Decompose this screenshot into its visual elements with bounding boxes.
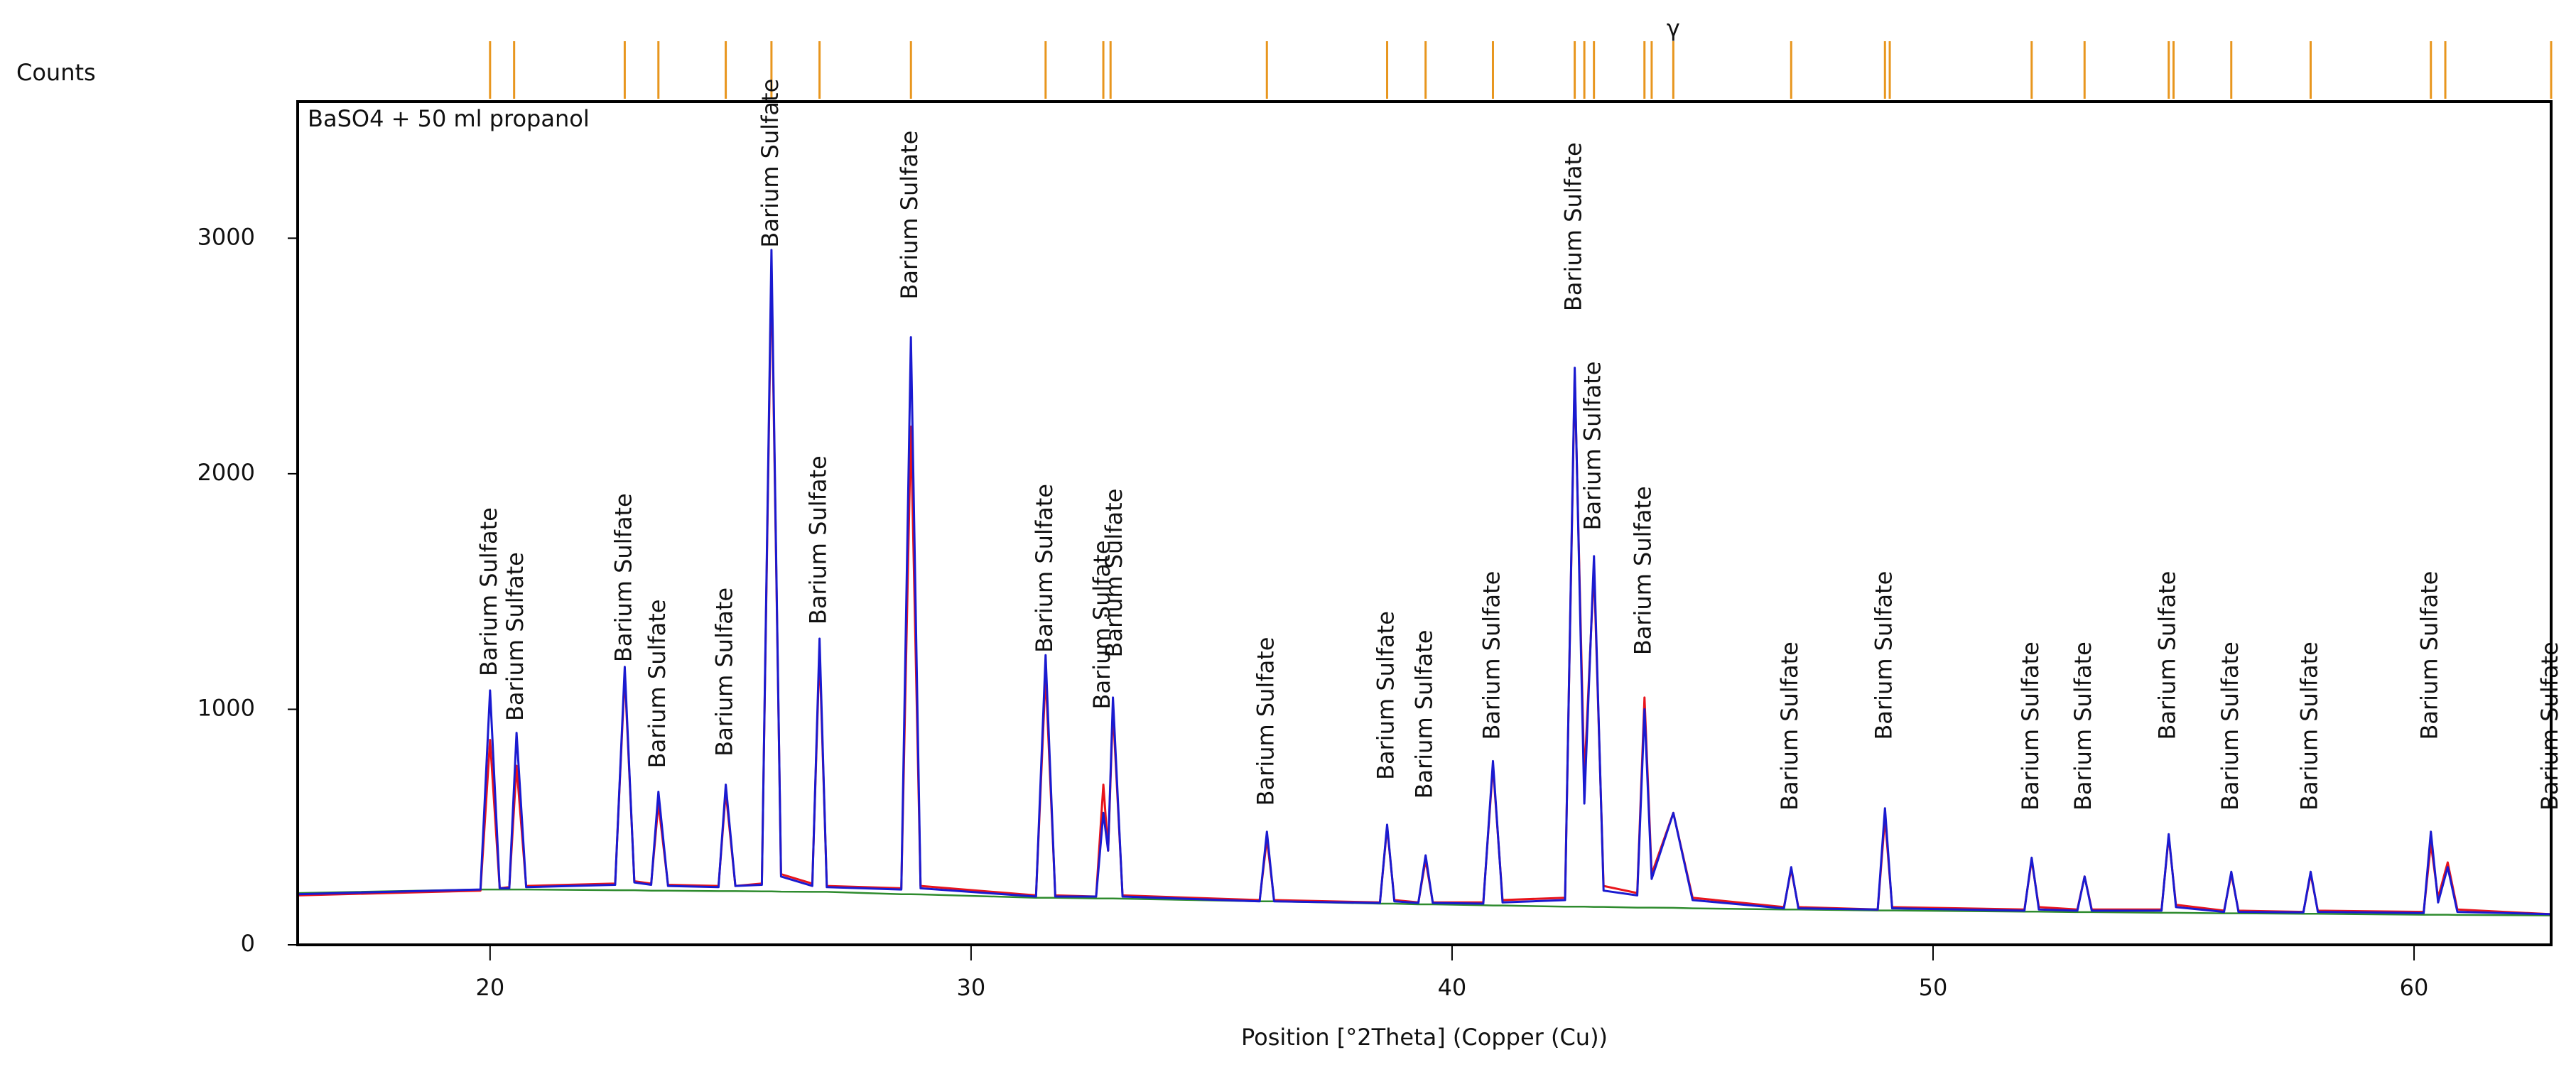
x-tick-label: 50 (1919, 974, 1948, 1001)
peak-label: Barium Sulfate (1560, 142, 1587, 311)
plot-frame (296, 100, 2553, 946)
peak-label: Barium Sulfate (2017, 641, 2044, 811)
y-axis-label: Counts (16, 59, 96, 86)
peak-label: Barium Sulfate (1478, 571, 1505, 740)
peak-label: Barium Sulfate (475, 507, 502, 676)
peak-label: Barium Sulfate (2416, 571, 2443, 740)
peak-label: Barium Sulfate (896, 131, 923, 300)
peak-label: Barium Sulfate (610, 493, 637, 662)
peak-label: Barium Sulfate (2154, 571, 2181, 740)
series-line (297, 888, 2552, 916)
chart-title: BaSO4 + 50 ml propanol (308, 105, 590, 132)
series-line (297, 249, 2552, 916)
peak-label: Barium Sulfate (1579, 362, 1606, 531)
peak-label: Barium Sulfate (2069, 641, 2096, 811)
y-tick-label: 1000 (197, 694, 255, 721)
peak-label: Barium Sulfate (2217, 641, 2244, 811)
peak-label: Barium Sulfate (644, 599, 671, 768)
phase-symbol: γ (1667, 15, 1680, 42)
peak-label: Barium Sulfate (2295, 641, 2322, 811)
peak-label: Barium Sulfate (1776, 641, 1803, 811)
peak-label: Barium Sulfate (711, 588, 738, 757)
peak-label: Barium Sulfate (1031, 484, 1058, 653)
peak-label: Barium Sulfate (1373, 611, 1400, 780)
peak-label: Barium Sulfate (502, 552, 529, 721)
y-tick-label: 3000 (197, 223, 255, 250)
peak-label: Barium Sulfate (1252, 637, 1279, 806)
peak-label: Barium Sulfate (1630, 486, 1657, 655)
peak-label: Barium Sulfate (805, 455, 832, 624)
peak-label: Barium Sulfate (1088, 541, 1115, 710)
peak-label: Barium Sulfate (1411, 630, 1438, 799)
x-tick-label: 30 (957, 974, 986, 1001)
peak-label: Barium Sulfate (757, 79, 784, 248)
x-tick-label: 60 (2400, 974, 2429, 1001)
peak-label: Barium Sulfate (1100, 489, 1127, 658)
x-tick-label: 20 (475, 974, 504, 1001)
y-tick-label: 0 (241, 930, 255, 957)
peak-label: Barium Sulfate (1870, 571, 1897, 740)
x-tick-label: 40 (1438, 974, 1467, 1001)
x-axis-label: Position [°2Theta] (Copper (Cu)) (1241, 1024, 1608, 1051)
y-tick-label: 2000 (197, 459, 255, 486)
